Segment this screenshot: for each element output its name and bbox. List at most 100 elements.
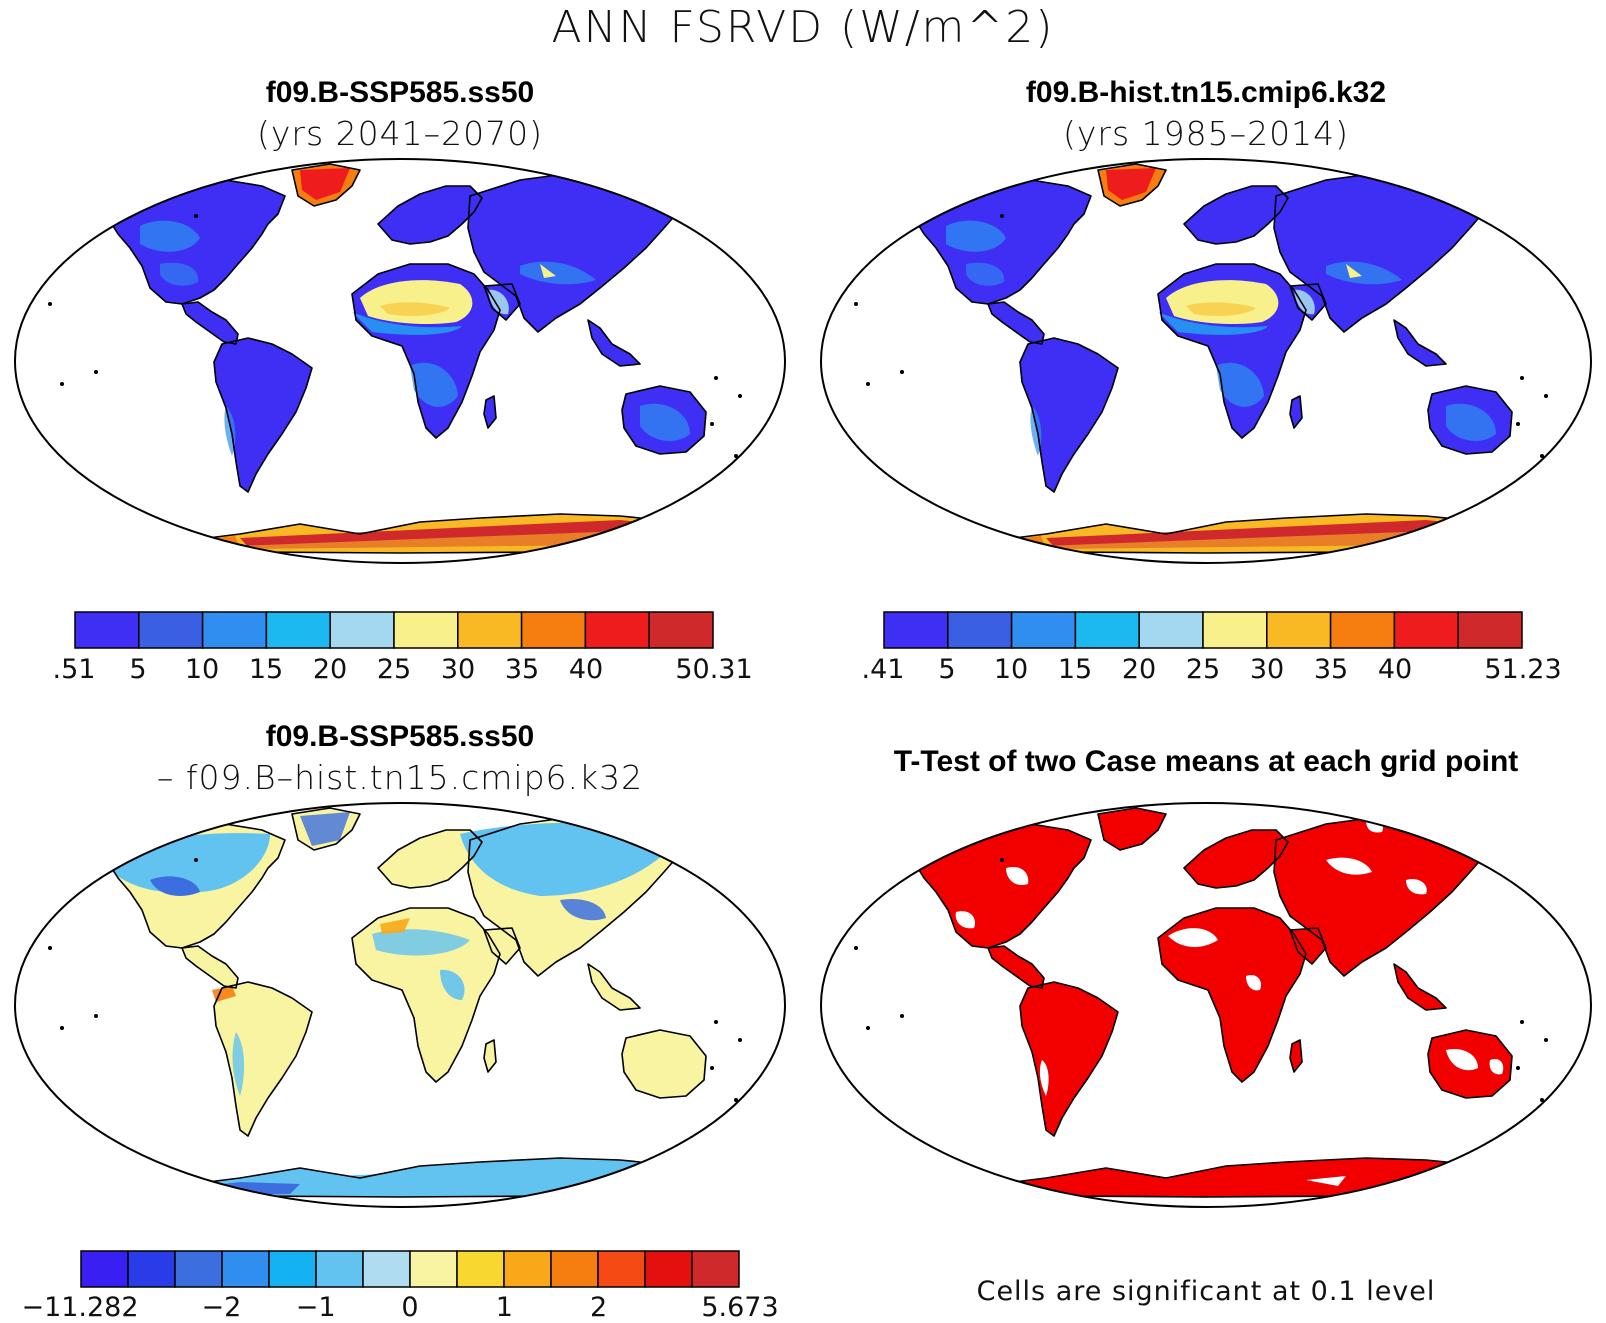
colorbar-tick-label: 2 bbox=[589, 1292, 608, 1323]
land-madagascar bbox=[1290, 1040, 1302, 1072]
island bbox=[1564, 472, 1568, 476]
island bbox=[60, 1026, 64, 1030]
field-patch bbox=[352, 312, 462, 335]
island bbox=[108, 856, 112, 860]
island bbox=[710, 422, 714, 426]
colorbar-swatch bbox=[550, 1250, 599, 1288]
colorbar-swatch bbox=[520, 611, 587, 649]
map-frame bbox=[820, 158, 1592, 564]
coastline-camerica bbox=[181, 945, 239, 989]
island bbox=[60, 382, 64, 386]
figure-title: ANN FSRVD (W/m^2) bbox=[551, 2, 1055, 53]
coastline-namerica bbox=[107, 179, 286, 305]
field-patch bbox=[1158, 312, 1268, 335]
island bbox=[1564, 1116, 1568, 1120]
island bbox=[900, 370, 904, 374]
field-patch bbox=[1216, 362, 1264, 407]
colorbar-swatch bbox=[457, 611, 523, 649]
colorbar-tick-label: 5 bbox=[129, 654, 147, 685]
colorbar-bottom-left-labels: −11.282 −2 −1 0 1 2 5.673 bbox=[21, 1292, 778, 1323]
colorbar-swatch bbox=[648, 611, 714, 649]
coastline-europe bbox=[1183, 185, 1289, 245]
colorbar-swatch bbox=[691, 1250, 740, 1288]
colorbar-tick-label: 15 bbox=[1057, 654, 1093, 685]
island bbox=[1520, 376, 1524, 380]
colorbar-swatch bbox=[127, 1250, 176, 1288]
colorbar-top-right-labels: .41 5 10 15 20 25 30 35 40 51.23 bbox=[862, 654, 1562, 688]
field-patch bbox=[300, 168, 350, 200]
island bbox=[854, 946, 858, 950]
land-africa bbox=[1158, 908, 1306, 1082]
colorbar-tick-label: 35 bbox=[1313, 654, 1349, 685]
coastline-africa bbox=[1157, 263, 1307, 439]
coastline-seasia bbox=[1393, 319, 1447, 367]
colorbar-tick-label: 50.31 bbox=[675, 654, 753, 685]
land-seasia bbox=[588, 320, 640, 366]
coastline-namerica bbox=[913, 823, 1092, 949]
colorbar-swatch bbox=[409, 1250, 458, 1288]
coastline-arabia bbox=[483, 927, 521, 965]
colorbar-top-left bbox=[74, 611, 714, 649]
field-patch bbox=[372, 929, 470, 956]
land-seasia bbox=[1394, 320, 1446, 366]
island bbox=[900, 1014, 904, 1018]
island bbox=[1000, 214, 1004, 218]
colorbar-swatch bbox=[947, 611, 1013, 649]
coastline-seasia bbox=[587, 963, 641, 1011]
island bbox=[108, 212, 112, 216]
land-greenland bbox=[1098, 808, 1166, 850]
field-patch bbox=[1168, 928, 1218, 948]
colorbar-tick-label: 20 bbox=[1121, 654, 1157, 685]
field-patch bbox=[966, 262, 1005, 286]
field-patch bbox=[560, 898, 606, 921]
island bbox=[1000, 858, 1004, 862]
colorbar-tick-label: 40 bbox=[1377, 654, 1413, 685]
colorbar-tick-label: 25 bbox=[1185, 654, 1221, 685]
field-patch bbox=[140, 220, 200, 252]
island bbox=[1520, 1020, 1524, 1024]
coastline-europe bbox=[377, 829, 483, 889]
coastline-australia bbox=[621, 385, 707, 455]
field-patch bbox=[1246, 974, 1262, 991]
field-patch bbox=[1446, 1048, 1478, 1071]
map-top-left bbox=[0, 156, 800, 566]
island bbox=[94, 370, 98, 374]
colorbar-swatch bbox=[393, 611, 459, 649]
field-patch bbox=[300, 812, 350, 846]
field-patch bbox=[1406, 878, 1427, 895]
coastline-madagascar bbox=[483, 1039, 497, 1073]
land-seasia bbox=[1394, 964, 1446, 1010]
land-samerica bbox=[214, 338, 312, 492]
field-patch bbox=[1106, 168, 1156, 200]
island bbox=[194, 214, 198, 218]
island bbox=[758, 1116, 762, 1120]
land-asia bbox=[1274, 816, 1490, 976]
coastline-namerica bbox=[107, 823, 286, 949]
colorbar-swatch bbox=[1457, 611, 1523, 649]
map-bottom-left bbox=[0, 800, 800, 1210]
island bbox=[48, 302, 52, 306]
colorbar-tick-label: 35 bbox=[504, 654, 540, 685]
land-camerica bbox=[182, 302, 238, 344]
field-patch bbox=[540, 264, 556, 278]
island bbox=[866, 1026, 870, 1030]
map-frame bbox=[820, 802, 1592, 1208]
colorbar-swatch bbox=[221, 1250, 270, 1288]
field-patch bbox=[488, 289, 509, 315]
island bbox=[714, 1020, 718, 1024]
island bbox=[1516, 422, 1520, 426]
field-patch bbox=[1294, 289, 1315, 315]
island bbox=[914, 212, 918, 216]
land-madagascar bbox=[1290, 396, 1302, 428]
field-patch bbox=[1489, 1058, 1504, 1075]
map-frame bbox=[14, 802, 786, 1208]
field-patch bbox=[1326, 857, 1372, 875]
colorbar-tick-label: 10 bbox=[184, 654, 220, 685]
land-samerica bbox=[1020, 982, 1118, 1136]
land-asia bbox=[1274, 172, 1490, 332]
coastline-samerica bbox=[1019, 337, 1119, 493]
coastline-australia bbox=[1427, 1029, 1513, 1099]
field-patch bbox=[1346, 264, 1362, 278]
colorbar-tick-label: 25 bbox=[376, 654, 412, 685]
field-patch bbox=[966, 536, 1046, 551]
